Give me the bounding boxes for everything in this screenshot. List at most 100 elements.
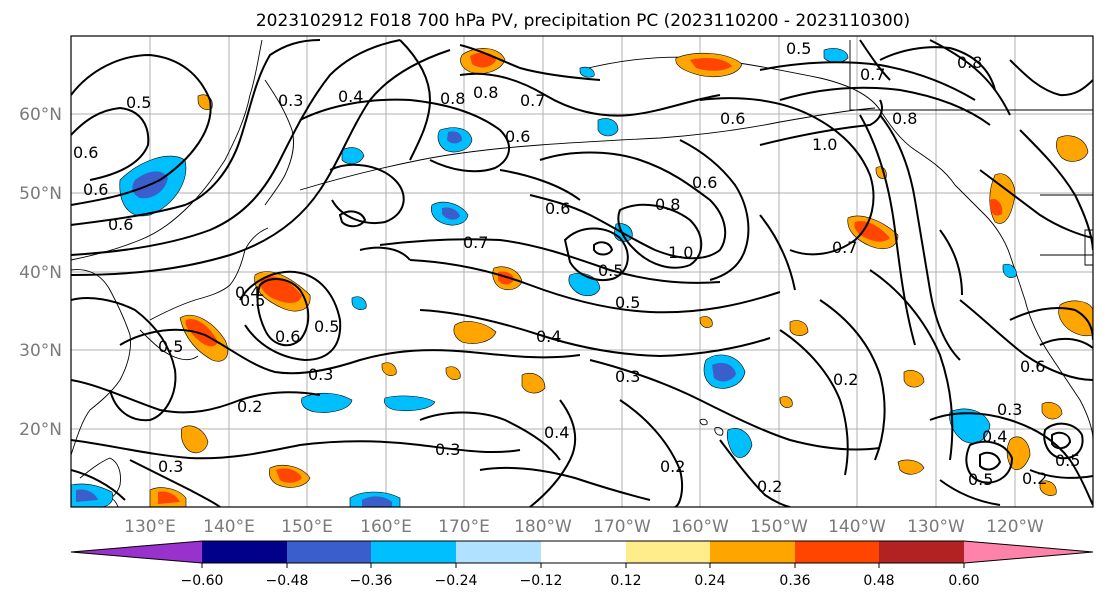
contour-label: 0.4 — [235, 283, 260, 302]
contour-label: 0.8 — [655, 195, 680, 214]
lon-label: 140°E — [203, 517, 255, 537]
precip-neg-blob — [823, 48, 849, 63]
colorbar-bin — [456, 541, 541, 563]
precip-neg-blob — [362, 496, 392, 507]
colorbar-bin — [795, 541, 879, 563]
precip-pos-blob — [789, 320, 809, 336]
colorbar-tick-label: 0.24 — [694, 573, 725, 589]
colorbar-bin — [371, 541, 456, 563]
precip-pos-blob — [990, 198, 1003, 216]
precip-pos-blob — [1039, 480, 1057, 496]
contour-label: 1.0 — [812, 135, 837, 154]
lon-label: 170°E — [438, 517, 490, 537]
lat-label: 50°N — [19, 184, 62, 204]
contour-label: 0.8 — [957, 53, 982, 72]
precip-pos-blob — [180, 425, 209, 454]
contour-label: 0.6 — [720, 109, 745, 128]
contour-label: 0.5 — [786, 39, 811, 58]
precip-pos-blob — [445, 366, 461, 380]
colorbar-bin — [710, 541, 795, 563]
contour-labels: 0.5 0.3 0.4 0.8 0.7 0.6 0.6 0.5 0.6 0.7 … — [73, 39, 1080, 496]
contour-label: 0.8 — [892, 109, 917, 128]
lon-label: 150°W — [750, 517, 808, 537]
precip-neg-blob — [1002, 263, 1017, 278]
contour-label: 0.2 — [1022, 469, 1047, 488]
lat-label: 30°N — [19, 341, 62, 361]
contour-label: 0.5 — [240, 291, 265, 310]
precip-neg-blob — [712, 362, 736, 382]
lon-label: 120°W — [986, 517, 1044, 537]
colorbar-tick-label: −0.24 — [435, 573, 478, 589]
contour-label: 0.6 — [108, 215, 133, 234]
contour-label: 0.5 — [314, 317, 339, 336]
precip-neg-blob — [351, 296, 367, 310]
precip-pos-blob — [521, 372, 546, 394]
contour-label: 0.5 — [126, 93, 151, 112]
precip-pos-blob — [158, 491, 180, 504]
colorbar-bin — [626, 541, 710, 563]
contour-label: 1.0 — [668, 243, 693, 262]
contour-label: 0.6 — [1020, 357, 1045, 376]
lon-label: 160°E — [360, 517, 412, 537]
contour-label: 0.6 — [73, 143, 98, 162]
contour-label: 0.3 — [997, 400, 1022, 419]
graticule — [71, 36, 1093, 507]
contour-label: 0.7 — [520, 91, 545, 110]
lat-label: 40°N — [19, 263, 62, 283]
colorbar-tick-label: 0.48 — [863, 573, 894, 589]
precip-pos-blob — [903, 370, 925, 388]
lon-label: 140°W — [828, 517, 886, 537]
precip-shading — [71, 48, 1093, 507]
contour-label: 0.6 — [545, 199, 570, 218]
precip-neg-blob — [301, 392, 353, 413]
contour-label: 0.4 — [536, 327, 561, 346]
precip-pos-blob — [453, 321, 497, 344]
contour-label: 0.6 — [83, 180, 108, 199]
colorbar-tick-label: −0.60 — [181, 573, 224, 589]
precip-pos-blob — [1056, 135, 1089, 162]
lon-label: 170°W — [593, 517, 651, 537]
contour-label: 0.8 — [473, 83, 498, 102]
contour-label: 0.5 — [968, 470, 993, 489]
colorbar-ticks — [201, 563, 965, 568]
precip-pos-blob — [699, 316, 713, 328]
precip-neg-blob — [726, 428, 753, 458]
precip-neg-blob — [447, 131, 462, 144]
contour-label: 0.3 — [278, 91, 303, 110]
colorbar-bin — [202, 541, 287, 563]
precip-pos-blob — [260, 276, 302, 303]
precip-pos-blob — [779, 396, 793, 408]
precip-pos-blob — [1041, 402, 1063, 420]
precip-neg-blob — [119, 155, 187, 217]
contour-label: 0.2 — [237, 397, 262, 416]
lon-label: 130°W — [907, 517, 965, 537]
colorbar: −0.60 −0.48 −0.36 −0.24 −0.12 0.12 0.24 … — [70, 540, 1094, 589]
contour-label: 0.5 — [598, 261, 623, 280]
contour-label: 0.3 — [158, 457, 183, 476]
colorbar-tick-label: 0.36 — [779, 573, 810, 589]
longitude-labels: 130°E 140°E 150°E 160°E 170°E 180°W 170°… — [124, 517, 1044, 537]
contour-label: 0.4 — [982, 427, 1007, 446]
contour-label: 0.3 — [435, 440, 460, 459]
contour-label: 0.4 — [544, 423, 569, 442]
contour-label: 0.3 — [308, 365, 333, 384]
colorbar-bin — [879, 541, 964, 563]
contour-label: 0.2 — [660, 457, 685, 476]
colorbar-extend-min — [71, 541, 202, 563]
precip-pos-blob — [897, 459, 925, 475]
map-frame — [70, 35, 1094, 508]
contour-label: 0.7 — [463, 233, 488, 252]
colorbar-tick-label: −0.36 — [350, 573, 393, 589]
colorbar-tick-label: −0.48 — [266, 573, 309, 589]
colorbar-tick-label: 0.12 — [610, 573, 641, 589]
contour-label: 0.5 — [615, 293, 640, 312]
precip-neg-blob — [384, 395, 436, 412]
contour-label: 0.7 — [832, 238, 857, 257]
precip-pos-blob — [690, 58, 732, 71]
precip-pos-blob — [276, 468, 302, 483]
lon-label: 150°E — [281, 517, 333, 537]
colorbar-bin — [287, 541, 371, 563]
contour-label: 0.3 — [615, 367, 640, 386]
precip-pos-blob — [381, 362, 397, 376]
